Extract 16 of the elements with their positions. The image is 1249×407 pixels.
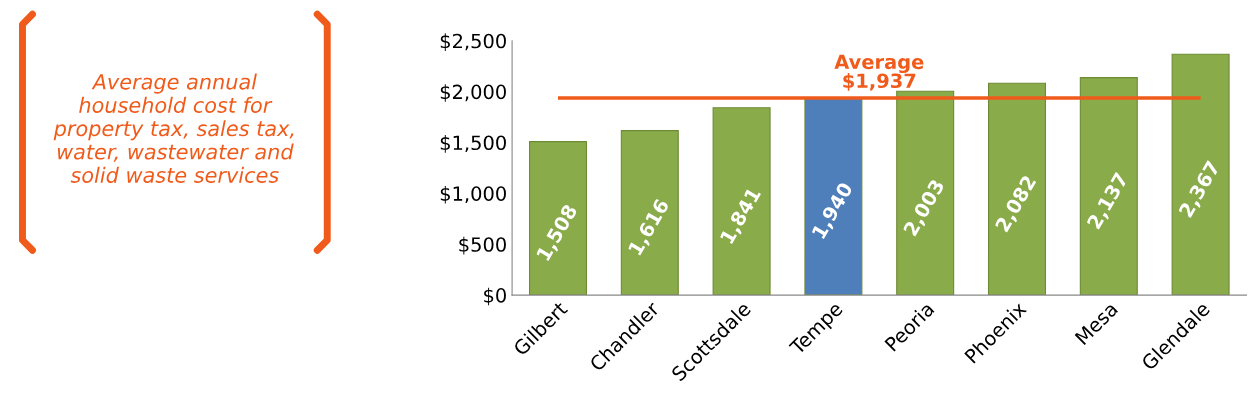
y-tick-label: $1,000	[440, 185, 506, 204]
bar	[620, 130, 679, 296]
y-tick-label: $0	[484, 287, 506, 306]
bar	[896, 90, 955, 296]
bar	[804, 97, 863, 296]
bar	[1079, 77, 1138, 296]
bar	[712, 107, 771, 296]
y-tick-label: $2,500	[440, 33, 506, 51]
y-tick-label: $500	[459, 236, 506, 255]
bar	[1171, 53, 1230, 296]
bar	[528, 141, 588, 296]
y-tick-label: $1,500	[440, 135, 506, 153]
ref-line-label: Average $1,937	[834, 54, 924, 91]
text: Average annual household cost for property tax, sales tax, water, wastewater and solid waste services	[53, 73, 294, 183]
y-tick-label: $2,000	[440, 84, 506, 102]
bar	[987, 82, 1047, 296]
